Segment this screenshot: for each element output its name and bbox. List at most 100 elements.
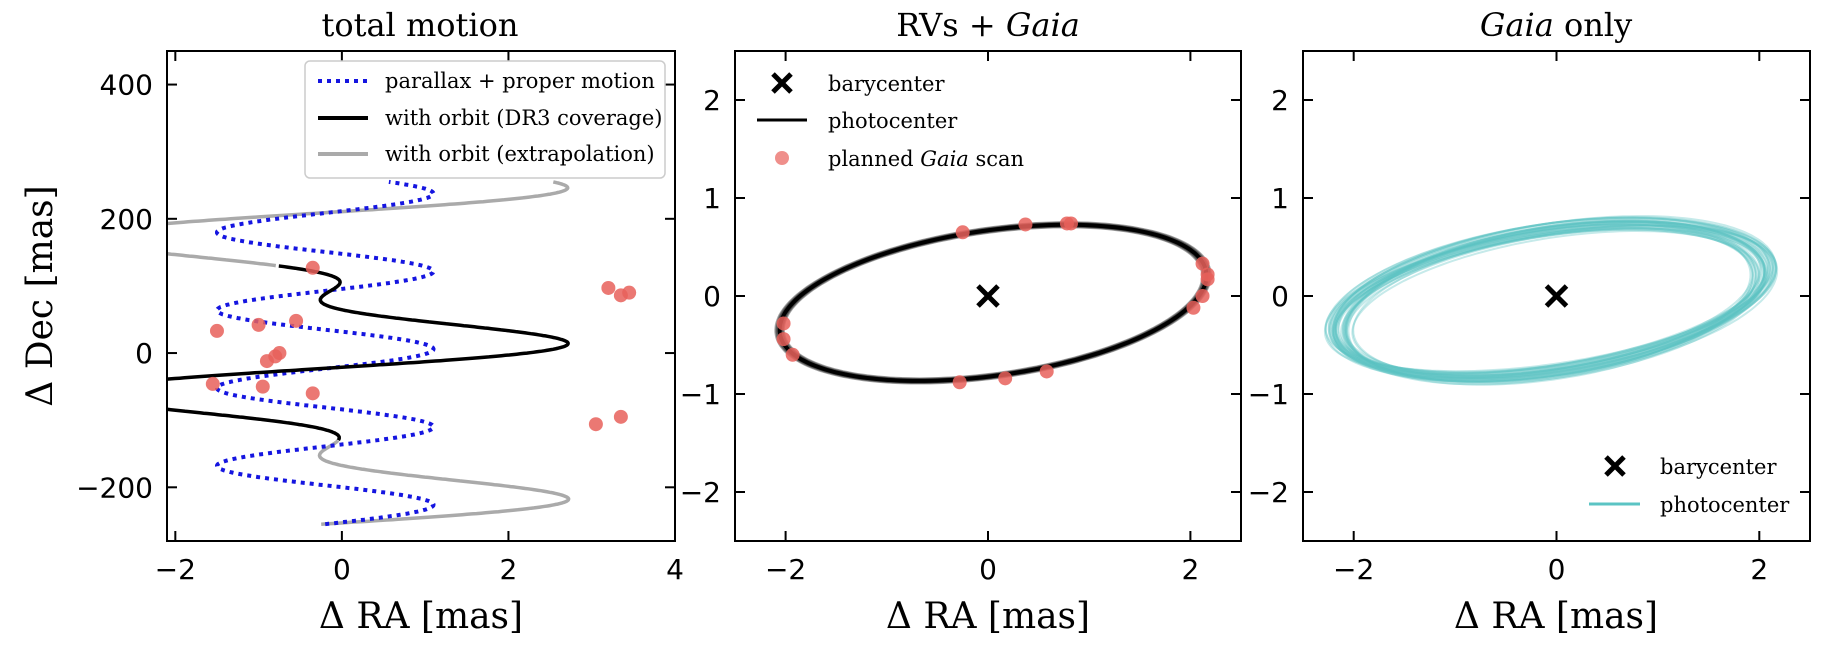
photocenter-orbit-sample <box>1323 221 1770 376</box>
ytick-label: 2 <box>703 84 721 117</box>
photocenter-orbit-sample <box>1347 220 1757 386</box>
photocenter-orbit-sample <box>1331 222 1762 379</box>
legend-label-photocenter-3: photocenter <box>1660 493 1790 517</box>
ytick-label: 0 <box>703 280 721 313</box>
scan-point <box>205 376 220 391</box>
panel-1-legend: parallax + proper motion with orbit (DR3… <box>304 60 666 179</box>
panel-3-title: Gaia only <box>1480 6 1632 44</box>
panel-gaia-only: Gaia only −2 0 2 −2 −1 0 1 2 Δ RA [mas] barycen… <box>1248 6 1811 637</box>
scan-point <box>1186 300 1201 315</box>
series-extrapolation-lower <box>317 439 571 526</box>
ytick-label: 0 <box>135 337 153 370</box>
ytick-label: 0 <box>1271 280 1289 313</box>
panel-2-title-gaia: Gaia <box>1006 6 1080 44</box>
legend-swatch-scan <box>775 151 789 165</box>
ytick-label: 1 <box>703 182 721 215</box>
panel-total-motion: total motion −2 0 2 4 −200 0 200 400 Δ RA [mas]… <box>20 6 684 637</box>
ytick-label: 2 <box>1271 84 1289 117</box>
xtick-label: −2 <box>765 553 806 586</box>
legend-box <box>304 60 666 179</box>
photocenter-orbit-sample <box>1343 226 1754 380</box>
legend-barycenter-marker-3 <box>1604 455 1626 477</box>
legend-label-parallax: parallax + proper motion <box>385 69 655 93</box>
photocenter-orbit-sample <box>1332 218 1764 383</box>
panel-1-ylabel: Δ Dec [mas] <box>20 185 61 406</box>
photocenter-orbit-sample <box>1344 223 1754 383</box>
photocenter-orbit-sample <box>1335 224 1778 374</box>
scan-point <box>785 347 800 362</box>
panel-1-series <box>167 179 637 527</box>
ytick-label: −2 <box>1248 476 1289 509</box>
photocenter-orbit-sample <box>1343 220 1766 383</box>
panel-3-title-rest: only <box>1554 6 1632 44</box>
scan-point <box>289 313 304 328</box>
series-extrapolation-upper <box>167 180 570 268</box>
panel-2-plot-area <box>774 216 1215 390</box>
ytick-label: 200 <box>100 203 153 236</box>
photocenter-orbit-sample <box>1335 220 1772 379</box>
scan-point <box>1063 216 1078 231</box>
panel-3-ticks: −2 0 2 −2 −1 0 1 2 <box>1248 51 1810 586</box>
scan-point <box>255 379 270 394</box>
panel-3-plot-area <box>1323 215 1779 386</box>
photocenter-orbit-sample <box>1327 221 1774 376</box>
panel-2-ticks: −2 0 2 −2 −1 0 1 2 <box>680 51 1241 586</box>
panel-rvs-gaia: RVs + Gaia −2 0 2 −2 −1 0 1 2 Δ RA [mas] baryce… <box>680 6 1242 637</box>
photocenter-orbit-sample <box>1342 220 1752 386</box>
xtick-label: 2 <box>1750 553 1768 586</box>
xtick-label: 2 <box>500 553 518 586</box>
ytick-label: 1 <box>1271 182 1289 215</box>
panel-1-plot-area <box>167 179 637 527</box>
series-parallax-proper-motion <box>215 179 436 527</box>
photocenter-orbit-sample <box>1352 227 1761 380</box>
panel-3-xlabel: Δ RA [mas] <box>1454 596 1658 637</box>
xtick-label: 0 <box>1548 553 1566 586</box>
legend-label-photocenter: photocenter <box>828 109 958 133</box>
xtick-label: −2 <box>155 553 196 586</box>
xtick-label: −2 <box>1333 553 1374 586</box>
scan-point <box>305 260 320 275</box>
legend-label-barycenter-3: barycenter <box>1660 455 1777 479</box>
panel-1-frame <box>166 50 676 542</box>
panel-3-title-text: Gaia <box>1480 6 1554 44</box>
photocenter-orbit-sample <box>1334 224 1777 375</box>
scan-point <box>998 371 1013 386</box>
photocenter-orbit-sample <box>1345 227 1760 378</box>
panel-3-legend: barycenter photocenter <box>1589 455 1790 517</box>
scan-point <box>259 354 274 369</box>
photocenter-orbit-sample <box>1345 219 1767 384</box>
photocenter-orbit-sample <box>1340 228 1754 377</box>
xtick-label: 0 <box>979 553 997 586</box>
photocenter-orbit-sample <box>1337 223 1766 379</box>
scan-point <box>1039 364 1054 379</box>
photocenter-orbit-sample <box>1331 215 1777 383</box>
legend-label-scan: planned Gaia scan <box>828 147 1024 171</box>
ytick-label: −200 <box>76 471 153 504</box>
legend-scan-rest: scan <box>969 147 1024 171</box>
photocenter-orbit-sample <box>1341 223 1758 382</box>
scan-point <box>251 317 266 332</box>
photocenter-orbit-sample <box>1334 227 1763 375</box>
xtick-label: 0 <box>333 553 351 586</box>
scan-point <box>1200 272 1215 287</box>
barycenter-marker <box>976 284 1000 308</box>
legend-barycenter-marker <box>771 72 793 94</box>
scan-point <box>305 386 320 401</box>
scan-point <box>952 375 967 390</box>
scan-point <box>622 285 637 300</box>
xtick-label: 4 <box>666 553 684 586</box>
photocenter-orbit-sample <box>1332 217 1776 381</box>
scan-point <box>776 332 791 347</box>
photocenter-orbit-sample <box>1344 220 1766 384</box>
photocenter-orbit-sample <box>1342 228 1757 377</box>
series-dr3-coverage <box>167 264 570 441</box>
scan-point <box>776 316 791 331</box>
panel-2-legend: barycenter photocenter planned Gaia scan <box>757 72 1024 171</box>
photocenter-orbit <box>774 221 1212 385</box>
panel-2-xlabel: Δ RA [mas] <box>886 596 1090 637</box>
ytick-label: −1 <box>680 378 721 411</box>
panel-2-title-text: RVs + <box>896 6 1006 44</box>
legend-label-barycenter: barycenter <box>828 72 945 96</box>
photocenter-orbit-sample <box>1334 219 1778 379</box>
